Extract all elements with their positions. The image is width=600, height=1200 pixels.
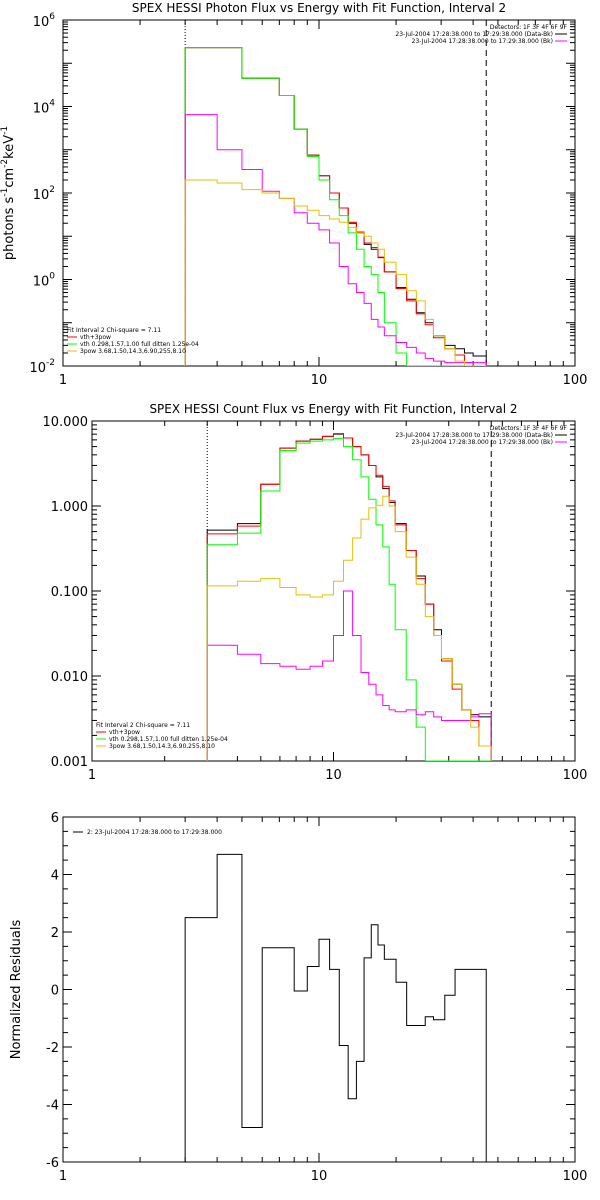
y-label-part: keV: [2, 135, 17, 159]
series-line-1: [206, 433, 492, 761]
series-line-3: [206, 590, 492, 761]
legend-entry-text: 2: 23-Jul-2004 17:28:38.000 to 17:29:38.…: [87, 829, 222, 836]
series-line-4: [206, 495, 492, 761]
plot-frame: [62, 19, 576, 367]
y-tick-label: 104: [33, 99, 56, 117]
y-tick-base: 10: [33, 275, 50, 290]
legend-entry-text: vth+3pow: [109, 729, 140, 736]
y-label-sup: -1: [0, 188, 10, 197]
series-line-2: [184, 47, 487, 366]
legend-entry-text: 23-Jul-2004 17:28:38.000 to 17:29:38.000…: [412, 439, 553, 446]
x-tick-label: 100: [563, 1169, 588, 1184]
y-tick-label: 2: [51, 926, 59, 941]
y-tick-label: -4: [46, 1099, 59, 1114]
y-tick-base: 10: [33, 102, 50, 117]
x-tick-label: 10: [325, 768, 342, 783]
x-tick-label: 1: [88, 768, 96, 783]
y-tick-label: 10-2: [29, 358, 55, 376]
y-tick-label: 100: [33, 272, 56, 290]
series-line-0: [206, 433, 492, 761]
y-axis-label: Normalized Residuals: [9, 920, 24, 1060]
y-tick-base: 10: [33, 15, 50, 30]
series-line-4: [184, 179, 487, 366]
y-label-part: cm: [2, 168, 17, 188]
y-tick-label: 102: [33, 185, 55, 203]
y-tick-label: 0.001: [51, 755, 88, 770]
y-tick-label: 10.000: [43, 415, 89, 430]
series-line-0: [184, 853, 487, 1162]
count-flux-panel: SPEX HESSI Count Flux vs Energy with Fit…: [43, 402, 588, 783]
legend-entry-text: 3pow 3.68,1.50,14.3,6.90,255,8.10: [109, 743, 215, 750]
legend-entry-text: vth 0.298,1.57,1.00 full ditten 1.25e-04: [109, 736, 228, 743]
y-tick-label: 1.000: [51, 500, 88, 515]
legend-header: Fit Interval 2 Chi-square = 7.11: [67, 327, 161, 334]
x-tick-label: 100: [563, 373, 588, 388]
y-tick-base: 10: [29, 361, 46, 376]
legend-entry-text: vth+3pow: [80, 334, 111, 341]
x-tick-label: 10: [311, 1169, 328, 1184]
y-tick-label: 106: [33, 12, 56, 30]
x-tick-label: 1: [59, 373, 67, 388]
y-tick-label: 0: [51, 984, 59, 999]
y-tick-base: 10: [33, 188, 50, 203]
series-line-2: [206, 438, 492, 761]
residuals-panel: 1 10 100 -6 -4 -2 0 2 4 6 Normalized Residuals 2: 2…: [9, 811, 587, 1184]
y-tick-label: 0.010: [51, 670, 88, 685]
y-tick-label: -2: [46, 1041, 59, 1056]
x-tick-label: 10: [311, 373, 328, 388]
y-tick-exponent: -2: [46, 358, 55, 368]
legend-entry-text: 23-Jul-2004 17:28:38.000 to 17:29:38.000…: [412, 38, 553, 45]
x-tick-label: 100: [563, 768, 588, 783]
y-tick-exponent: 0: [49, 272, 55, 282]
y-tick-exponent: 4: [49, 99, 55, 109]
y-tick-label: 4: [51, 869, 59, 884]
series-line-3: [184, 114, 487, 366]
legend-header: Detectors: 1F 3F 4F 6F 9F: [490, 425, 568, 432]
plot-frame: [62, 816, 576, 1163]
y-tick-label: 0.100: [51, 585, 88, 600]
series-line-1: [184, 47, 487, 366]
y-axis-label: photons s-1cm-2keV-1: [0, 126, 17, 260]
y-tick-exponent: 6: [49, 12, 55, 22]
photon-flux-panel: SPEX HESSI Photon Flux vs Energy with Fi…: [0, 1, 587, 388]
y-tick-label: -6: [46, 1156, 59, 1171]
legend-entry-text: vth 0.298,1.57,1.00 full ditten 1.25e-04: [80, 341, 199, 348]
y-label-sup: -2: [0, 159, 10, 168]
y-tick-exponent: 2: [49, 185, 55, 195]
chart-title: SPEX HESSI Count Flux vs Energy with Fit…: [149, 402, 517, 416]
legend-entry-text: 23-Jul-2004 17:28:38.000 to 17:29:38.000…: [395, 31, 553, 38]
legend-header: Fit Interval 2 Chi-square = 7.11: [96, 722, 190, 729]
legend-entry-text: 3pow 3.68,1.50,14.3,6.90,255,8.10: [80, 348, 186, 355]
series-line-0: [184, 47, 487, 366]
legend-entry-text: 23-Jul-2004 17:28:38.000 to 17:29:38.000…: [395, 432, 553, 439]
legend-header: Detectors: 1F 3F 4F 6F 9F: [490, 24, 568, 31]
y-tick-label: 6: [51, 811, 59, 826]
chart-title: SPEX HESSI Photon Flux vs Energy with Fi…: [132, 1, 506, 15]
x-tick-label: 1: [59, 1169, 67, 1184]
y-label-sup: -1: [0, 126, 10, 135]
y-label-part: photons s: [2, 196, 17, 260]
